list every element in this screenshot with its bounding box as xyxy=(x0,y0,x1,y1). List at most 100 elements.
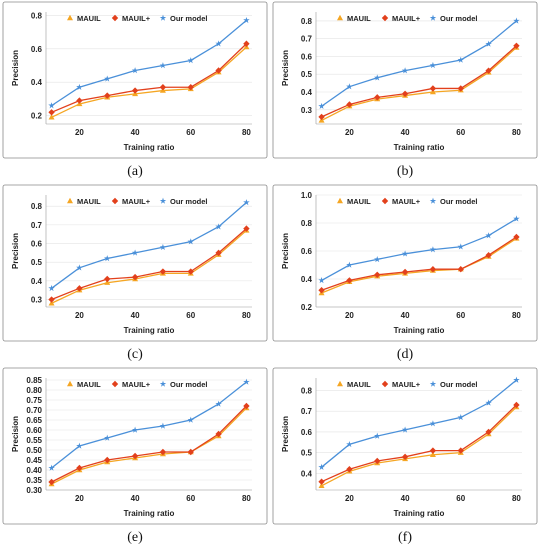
y-axis-title: Precision xyxy=(11,50,20,86)
data-point xyxy=(457,56,464,63)
data-point xyxy=(513,17,520,24)
x-tick-label: 40 xyxy=(401,128,410,137)
y-tick-label: 0.85 xyxy=(26,376,42,385)
data-point xyxy=(346,101,353,108)
x-tick-label: 80 xyxy=(512,494,521,503)
data-point xyxy=(104,92,111,99)
series-line-our-model xyxy=(51,19,247,107)
data-point xyxy=(131,273,139,281)
series-line-mauil- xyxy=(51,405,247,483)
legend-marker xyxy=(429,14,437,21)
legend-label: MAUIL xyxy=(347,197,371,206)
data-point xyxy=(374,457,381,465)
data-point xyxy=(215,67,222,74)
data-point xyxy=(243,199,250,206)
x-tick-label: 20 xyxy=(75,128,84,137)
y-axis-title: Precision xyxy=(281,416,290,452)
data-point xyxy=(457,447,464,454)
data-point xyxy=(513,233,520,241)
legend-label: MAUIL xyxy=(347,14,371,23)
legend-marker xyxy=(111,14,119,22)
data-point xyxy=(485,40,492,47)
series-line-our-model xyxy=(51,381,247,469)
x-tick-label: 20 xyxy=(75,311,84,320)
panel-frame xyxy=(272,184,538,342)
data-point xyxy=(215,40,222,47)
data-point xyxy=(187,57,194,64)
data-point xyxy=(457,85,464,92)
y-tick-label: 0.40 xyxy=(26,466,42,475)
data-point xyxy=(243,402,250,410)
data-point xyxy=(401,426,409,433)
y-tick-label: 0.5 xyxy=(31,258,43,267)
data-point xyxy=(131,452,139,460)
x-axis-title: Training ratio xyxy=(394,326,445,335)
x-tick-label: 40 xyxy=(131,128,140,137)
panel-frame xyxy=(2,184,268,342)
y-tick-label: 0.6 xyxy=(31,240,43,249)
data-point xyxy=(374,94,381,101)
y-tick-label: 0.2 xyxy=(31,112,43,121)
data-point xyxy=(429,61,437,69)
data-point xyxy=(104,434,111,441)
legend-marker xyxy=(67,380,73,387)
line-chart-a: 0.2 0.4 0.6 0.8 20 40 60 80 Training ratio Precis… xyxy=(2,1,268,159)
x-tick-label: 40 xyxy=(401,311,410,320)
legend-label: MAUIL+ xyxy=(392,197,421,206)
series-line-mauil xyxy=(321,406,517,487)
data-point xyxy=(513,215,520,222)
legend-marker xyxy=(159,14,167,21)
y-tick-label: 0.55 xyxy=(26,436,42,445)
series-line-mauil xyxy=(51,229,247,304)
data-point xyxy=(346,440,353,448)
x-tick-label: 60 xyxy=(186,311,195,320)
data-point xyxy=(318,102,325,109)
data-point xyxy=(159,62,167,69)
caption-d: (d) xyxy=(396,347,414,362)
x-axis-title: Training ratio xyxy=(124,326,175,335)
x-tick-label: 60 xyxy=(186,128,195,137)
x-tick-label: 80 xyxy=(242,494,251,503)
data-point xyxy=(159,243,167,251)
legend-marker xyxy=(429,197,437,204)
data-point xyxy=(318,277,325,284)
y-tick-label: 0.8 xyxy=(301,17,313,26)
data-point xyxy=(346,277,353,284)
legend-label: Our model xyxy=(170,380,208,389)
y-tick-label: 0.70 xyxy=(26,406,42,415)
data-point xyxy=(48,296,55,303)
series-line-mauil xyxy=(51,46,247,118)
data-point xyxy=(513,42,520,49)
y-tick-label: 0.3 xyxy=(301,106,313,115)
y-tick-label: 0.80 xyxy=(26,386,42,395)
data-point xyxy=(48,478,55,486)
data-point xyxy=(374,74,381,81)
legend-marker xyxy=(337,380,343,387)
y-tick-label: 0.60 xyxy=(26,426,42,435)
chart-panel-d: 0.2 0.4 0.6 0.8 1.0 20 40 60 80 Training ratio Pre… xyxy=(270,183,540,366)
series-line-mauil- xyxy=(51,228,247,301)
data-point xyxy=(429,246,437,253)
line-chart-d: 0.2 0.4 0.6 0.8 1.0 20 40 60 80 Training ratio Pre… xyxy=(272,184,538,342)
line-chart-e: 0.300.350.400.450.500.550.600.650.700.75… xyxy=(2,367,268,525)
data-point xyxy=(318,478,325,485)
data-point xyxy=(159,84,167,91)
y-tick-label: 0.6 xyxy=(301,52,313,61)
legend-label: MAUIL+ xyxy=(122,197,151,206)
x-axis-title: Training ratio xyxy=(124,509,175,518)
caption-f: (f) xyxy=(398,530,412,545)
data-point xyxy=(131,426,139,433)
legend-label: MAUIL+ xyxy=(392,14,421,23)
data-point xyxy=(104,75,111,82)
legend-marker xyxy=(67,14,73,21)
data-point xyxy=(243,16,250,24)
y-tick-label: 0.8 xyxy=(301,219,313,228)
data-point xyxy=(346,466,353,473)
data-point xyxy=(48,300,55,306)
chart-panel-e: 0.30 0.35 0.40 0.45 0.50 0.55 0.60 0.65 0.70 0.75… xyxy=(0,366,270,549)
data-point xyxy=(48,102,55,109)
y-tick-label: 1.0 xyxy=(301,191,313,200)
data-point xyxy=(76,464,83,472)
data-point xyxy=(131,249,139,256)
panel-frame xyxy=(272,1,538,159)
